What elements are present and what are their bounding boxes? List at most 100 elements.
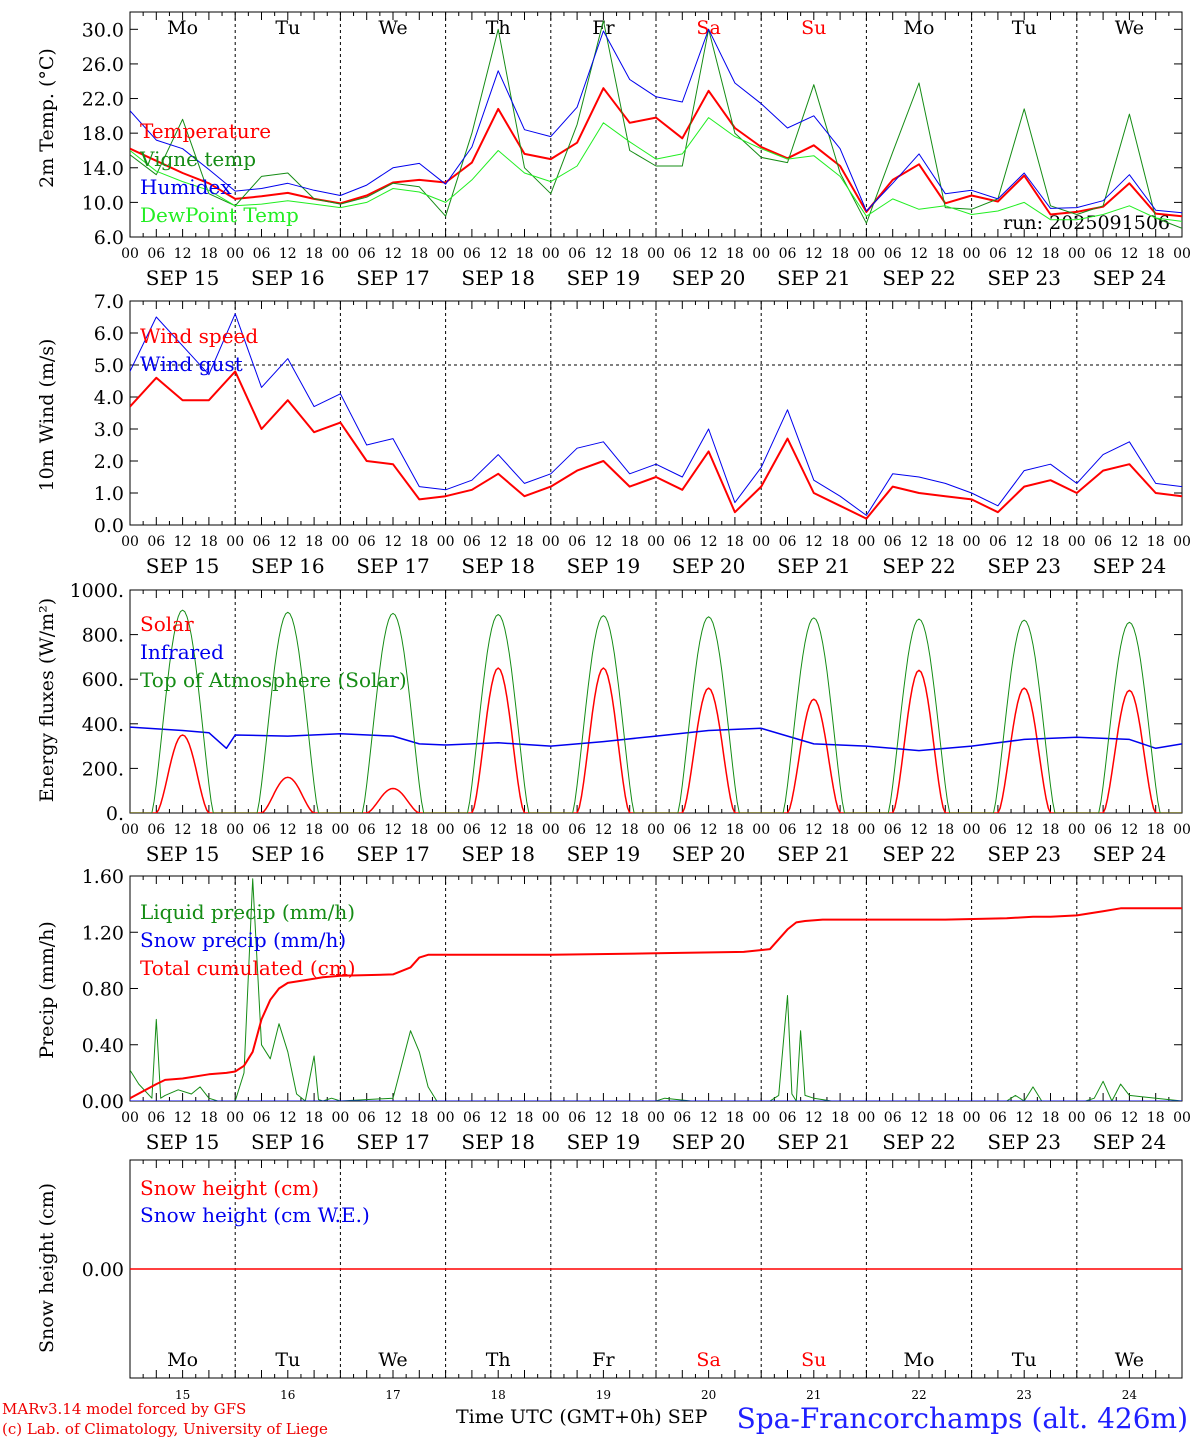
hour-label: 00: [963, 534, 981, 550]
legend-entry: Liquid precip (mm/h): [140, 900, 355, 924]
date-label: SEP 22: [882, 554, 956, 578]
day-number-label: 24: [1122, 1388, 1138, 1402]
hour-label: 06: [568, 1110, 586, 1126]
weekday-label: Tu: [275, 1349, 300, 1371]
hour-label: 06: [884, 1110, 902, 1126]
date-label: SEP 23: [987, 1130, 1061, 1154]
hour-label: 06: [1094, 1110, 1112, 1126]
weekday-label: Tu: [1012, 17, 1037, 39]
hour-label: 00: [1173, 822, 1191, 838]
y-tick-label: 0.: [106, 803, 124, 825]
series-group: [130, 20, 1182, 229]
hour-label: 12: [594, 822, 612, 838]
legend-entry: Infrared: [140, 640, 224, 664]
hour-label: 18: [305, 246, 323, 262]
hour-label: 18: [200, 534, 218, 550]
hour-label: 00: [1068, 534, 1086, 550]
hour-label: 12: [1120, 246, 1138, 262]
hour-label: 06: [253, 822, 271, 838]
hour-label: 18: [516, 246, 534, 262]
hour-label: 18: [410, 534, 428, 550]
y-axis-label: 2m Temp. (°C): [36, 48, 58, 188]
date-label: SEP 15: [146, 266, 220, 290]
hour-label: 12: [594, 246, 612, 262]
date-label: SEP 17: [356, 554, 430, 578]
hour-label: 12: [174, 534, 192, 550]
date-label: SEP 17: [356, 266, 430, 290]
hour-label: 12: [489, 246, 507, 262]
hour-label: 18: [1147, 1110, 1165, 1126]
y-tick-label: 22.0: [82, 89, 124, 111]
weekday-label: We: [378, 1349, 407, 1371]
hour-label: 06: [358, 534, 376, 550]
lab-credit: (c) Lab. of Climatology, University of L…: [2, 1420, 328, 1438]
hour-label: 12: [1120, 534, 1138, 550]
y-tick-label: 400.: [82, 714, 124, 736]
hour-label: 18: [831, 822, 849, 838]
hour-label: 00: [542, 246, 560, 262]
hour-label: 00: [121, 534, 139, 550]
y-tick-label: 0.00: [82, 1091, 124, 1113]
day-number-label: 21: [806, 1388, 821, 1402]
hour-label: 00: [647, 1110, 665, 1126]
hour-label: 00: [542, 822, 560, 838]
hour-label: 00: [1068, 246, 1086, 262]
hour-label: 12: [489, 822, 507, 838]
hour-label: 06: [147, 822, 165, 838]
hour-label: 18: [621, 246, 639, 262]
date-label: SEP 18: [461, 266, 535, 290]
date-label: SEP 23: [987, 554, 1061, 578]
y-tick-label: 800.: [82, 625, 124, 647]
y-tick-label: 26.0: [82, 54, 124, 76]
series-line: [130, 609, 1182, 813]
hour-label: 12: [174, 246, 192, 262]
y-tick-label: 600.: [82, 669, 124, 691]
hour-label: 00: [1068, 822, 1086, 838]
hour-label: 00: [226, 534, 244, 550]
hour-label: 06: [358, 822, 376, 838]
hour-label: 12: [700, 1110, 718, 1126]
hour-label: 06: [147, 534, 165, 550]
hour-label: 00: [331, 246, 349, 262]
y-tick-label: 18.0: [82, 123, 124, 145]
hour-label: 00: [963, 822, 981, 838]
legend-entry: Solar: [140, 612, 194, 636]
date-label: SEP 18: [461, 1130, 535, 1154]
series-line: [130, 20, 1182, 229]
legend-entry: Wind speed: [140, 324, 258, 348]
hour-label: 18: [305, 822, 323, 838]
hour-label: 00: [752, 822, 770, 838]
series-line: [130, 313, 1182, 516]
date-label: SEP 24: [1093, 554, 1167, 578]
date-label: SEP 18: [461, 842, 535, 866]
hour-label: 00: [647, 534, 665, 550]
hour-label: 00: [963, 1110, 981, 1126]
hour-label: 06: [568, 822, 586, 838]
hour-label: 06: [884, 246, 902, 262]
hour-label: 12: [279, 1110, 297, 1126]
hour-label: 18: [305, 1110, 323, 1126]
hour-label: 00: [1068, 1110, 1086, 1126]
hour-label: 12: [384, 246, 402, 262]
legend-entry: Snow height (cm): [140, 1176, 319, 1200]
hour-label: 18: [726, 822, 744, 838]
hour-label: 06: [358, 1110, 376, 1126]
series-line: [130, 878, 1182, 1101]
hour-label: 12: [805, 1110, 823, 1126]
date-label: SEP 20: [672, 1130, 746, 1154]
hour-label: 06: [779, 534, 797, 550]
hour-label: 18: [621, 822, 639, 838]
day-number-label: 17: [385, 1388, 400, 1402]
hour-label: 18: [410, 822, 428, 838]
hour-label: 12: [700, 534, 718, 550]
date-label: SEP 17: [356, 1130, 430, 1154]
hour-label: 00: [437, 534, 455, 550]
y-axis-label: Snow height (cm): [36, 1183, 58, 1353]
hour-label: 00: [1173, 246, 1191, 262]
y-tick-label: 0.40: [82, 1035, 124, 1057]
date-label: SEP 16: [251, 1130, 325, 1154]
date-label: SEP 24: [1093, 842, 1167, 866]
y-tick-label: 1.20: [82, 922, 124, 944]
panel-frame: [129, 300, 1183, 526]
